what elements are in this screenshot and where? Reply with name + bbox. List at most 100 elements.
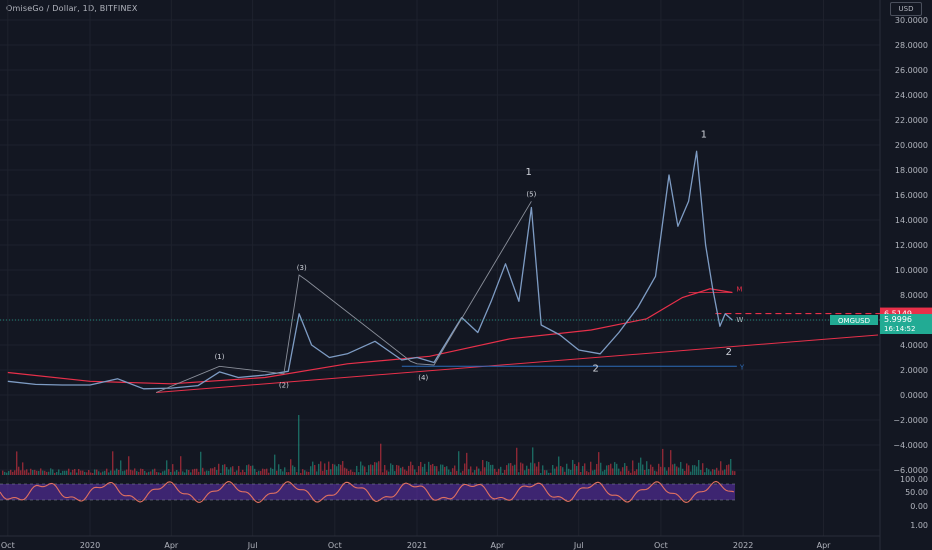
volume-bar bbox=[710, 471, 712, 475]
level-m-label: M bbox=[736, 286, 742, 294]
wave-label: 1 bbox=[701, 130, 707, 141]
volume-bar bbox=[84, 471, 86, 475]
volume-bar bbox=[570, 469, 572, 475]
volume-bar bbox=[428, 461, 430, 475]
volume-bar bbox=[70, 472, 72, 475]
volume-bar bbox=[620, 471, 622, 475]
currency-label[interactable]: USD bbox=[890, 2, 922, 16]
volume-bar bbox=[678, 467, 680, 475]
volume-bar bbox=[336, 466, 338, 475]
volume-bar bbox=[594, 469, 596, 475]
volume-bar bbox=[142, 469, 144, 475]
volume-bar bbox=[504, 470, 506, 475]
volume-bar bbox=[582, 466, 584, 475]
volume-bar bbox=[2, 470, 4, 475]
volume-bar bbox=[414, 469, 416, 475]
volume-bar bbox=[376, 462, 378, 475]
volume-bar bbox=[402, 466, 404, 475]
volume-bar bbox=[392, 464, 394, 475]
volume-bar bbox=[704, 472, 706, 475]
y-tick-label: −2.0000 bbox=[893, 416, 928, 425]
volume-bar bbox=[270, 467, 272, 475]
volume-bar bbox=[534, 463, 536, 475]
volume-bar bbox=[114, 470, 116, 475]
volume-bar bbox=[150, 471, 152, 475]
volume-bar bbox=[558, 456, 560, 475]
volume-bar bbox=[724, 469, 726, 475]
volume-bar bbox=[606, 465, 608, 475]
volume-bar bbox=[568, 468, 570, 475]
volume-bar bbox=[618, 468, 620, 475]
countdown-tag: 16:14:52 bbox=[884, 325, 915, 333]
volume-bar bbox=[266, 468, 268, 475]
oscillator-tick-label: 50.00 bbox=[905, 488, 928, 497]
volume-bar bbox=[136, 471, 138, 475]
volume-bar bbox=[576, 466, 578, 475]
volume-bar bbox=[696, 466, 698, 475]
volume-bar bbox=[478, 468, 480, 475]
volume-bar bbox=[248, 464, 250, 475]
volume-bar bbox=[638, 462, 640, 475]
volume-bar bbox=[406, 470, 408, 475]
volume-bar bbox=[396, 464, 398, 475]
volume-bar bbox=[420, 461, 422, 475]
volume-bar bbox=[350, 469, 352, 475]
volume-bar bbox=[390, 463, 392, 475]
volume-bar bbox=[36, 470, 38, 475]
volume-bar bbox=[214, 467, 216, 475]
volume-bar bbox=[404, 469, 406, 475]
volume-bar bbox=[424, 463, 426, 475]
volume-bar bbox=[276, 470, 278, 475]
volume-bar bbox=[258, 470, 260, 475]
volume-bar bbox=[472, 472, 474, 475]
grid-lines bbox=[0, 0, 880, 536]
volume-bar bbox=[52, 469, 54, 475]
volume-bar bbox=[180, 456, 182, 475]
volume-bar bbox=[124, 470, 126, 475]
volume-bar bbox=[278, 464, 280, 475]
volume-bar bbox=[14, 470, 16, 475]
volume-bar bbox=[342, 461, 344, 475]
volume-bar bbox=[694, 465, 696, 475]
oscillator-tick-label: 0.00 bbox=[910, 502, 928, 511]
volume-bar bbox=[166, 460, 168, 475]
volume-bar bbox=[66, 470, 68, 475]
volume-bar bbox=[182, 471, 184, 475]
volume-bar bbox=[430, 464, 432, 475]
volume-bar bbox=[362, 465, 364, 475]
volume-bar bbox=[496, 471, 498, 475]
volume-bar bbox=[432, 463, 434, 475]
wave-label: 1 bbox=[525, 167, 531, 178]
volume-bar bbox=[112, 451, 114, 475]
volume-bar bbox=[230, 467, 232, 475]
volume-bar bbox=[462, 470, 464, 475]
volume-bar bbox=[418, 466, 420, 475]
volume-bar bbox=[90, 472, 92, 475]
x-tick-label: Jul bbox=[247, 541, 258, 550]
volume-bar bbox=[64, 470, 66, 475]
volume-bar bbox=[524, 470, 526, 475]
volume-bar bbox=[242, 469, 244, 475]
volume-bar bbox=[542, 465, 544, 475]
volume-bar bbox=[598, 452, 600, 475]
volume-bar bbox=[676, 466, 678, 475]
y-tick-label: 8.0000 bbox=[900, 291, 928, 300]
volume-bar bbox=[254, 468, 256, 475]
volume-bar bbox=[626, 465, 628, 475]
volume-bar bbox=[502, 472, 504, 475]
red-level-tag-bg bbox=[880, 307, 932, 319]
volume-bar bbox=[630, 472, 632, 475]
volume-bar bbox=[578, 462, 580, 475]
volume-bar bbox=[688, 465, 690, 475]
volume-bar bbox=[732, 470, 734, 475]
volume-bar bbox=[50, 468, 52, 475]
volume-bar bbox=[156, 471, 158, 475]
volume-bar bbox=[24, 470, 26, 475]
volume-bar bbox=[564, 471, 566, 475]
volume-bar bbox=[616, 463, 618, 475]
volume-bar bbox=[382, 472, 384, 475]
volume-bar bbox=[202, 467, 204, 475]
volume-bar bbox=[334, 464, 336, 475]
y-tick-label: 26.0000 bbox=[895, 66, 928, 75]
